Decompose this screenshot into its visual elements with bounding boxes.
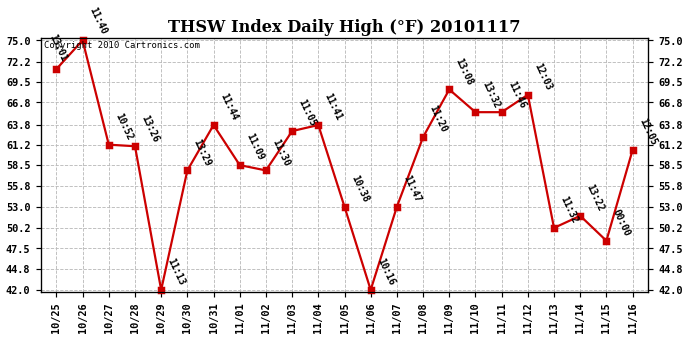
Text: 11:30: 11:30 [270, 137, 291, 167]
Text: 12:03: 12:03 [532, 62, 553, 92]
Text: 13:08: 13:08 [453, 56, 475, 87]
Text: 11:44: 11:44 [218, 92, 239, 122]
Text: 11:41: 11:41 [322, 92, 344, 122]
Text: 13:32: 13:32 [480, 79, 501, 109]
Text: 11:05: 11:05 [296, 98, 318, 128]
Text: 13:26: 13:26 [139, 113, 161, 143]
Title: THSW Index Daily High (°F) 20101117: THSW Index Daily High (°F) 20101117 [168, 19, 521, 36]
Text: 11:13: 11:13 [165, 257, 187, 287]
Text: 11:46: 11:46 [506, 79, 527, 109]
Text: 10:38: 10:38 [349, 174, 370, 204]
Text: 12:05: 12:05 [637, 117, 658, 147]
Text: 10:52: 10:52 [113, 112, 134, 142]
Text: 11:47: 11:47 [401, 174, 422, 204]
Text: 13:22: 13:22 [585, 183, 606, 213]
Text: 11:20: 11:20 [427, 104, 449, 134]
Text: 00:00: 00:00 [611, 207, 632, 238]
Text: 10:16: 10:16 [375, 257, 396, 287]
Text: 11:32: 11:32 [559, 195, 579, 225]
Text: Copyright 2010 Cartronics.com: Copyright 2010 Cartronics.com [43, 41, 200, 50]
Text: 11:09: 11:09 [244, 132, 265, 162]
Text: 13:01: 13:01 [48, 33, 69, 63]
Text: 13:29: 13:29 [192, 137, 213, 167]
Text: 11:40: 11:40 [87, 6, 108, 36]
